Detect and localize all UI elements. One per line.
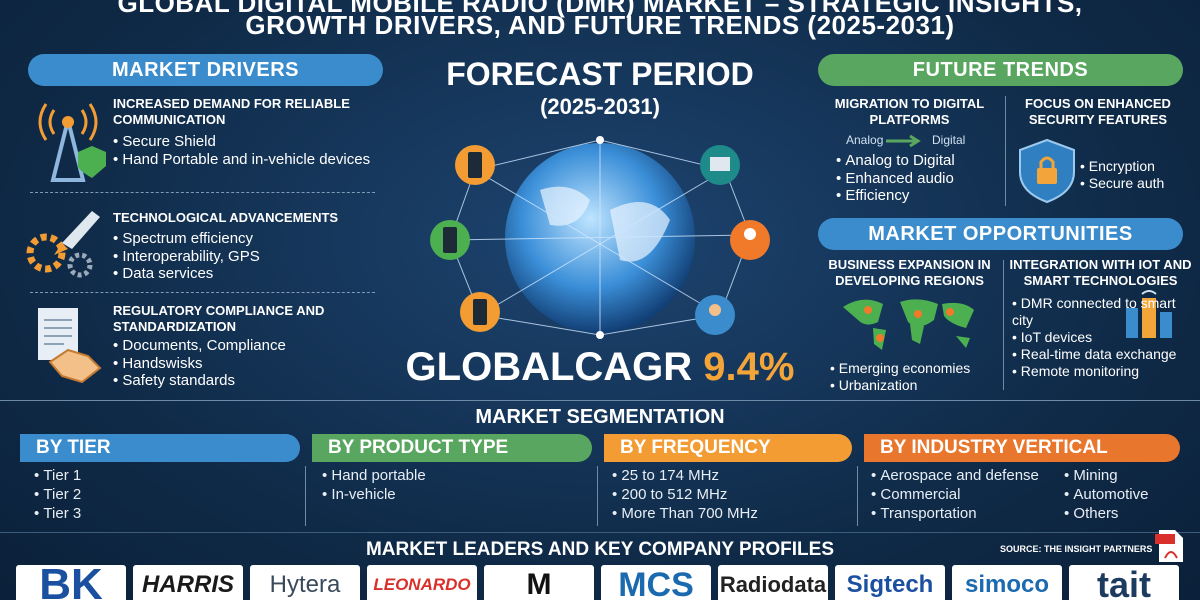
divider	[0, 400, 1200, 401]
list-item: Analog to Digital	[836, 152, 954, 170]
list-item: Tier 3	[34, 504, 81, 523]
company-logo: MCS	[601, 565, 711, 600]
list-item: Secure auth	[1080, 175, 1165, 192]
company-logo: BK	[16, 565, 126, 600]
driver-heading: REGULATORY COMPLIANCE AND STANDARDIZATIO…	[113, 303, 325, 334]
company-logo: Radiodata	[718, 565, 828, 600]
company-logo: HARRIS	[133, 565, 243, 600]
segment-heading: BY TIER	[20, 434, 300, 462]
list-item: 200 to 512 MHz	[612, 485, 758, 504]
icon-pdf	[1155, 530, 1183, 562]
icon-rocket	[26, 211, 100, 278]
company-logo: LEONARDO	[367, 565, 477, 600]
list-item: Others	[1064, 504, 1148, 523]
company-logo: tait	[1069, 565, 1179, 600]
divider	[30, 292, 375, 293]
list-item: Hand portable	[322, 466, 425, 485]
icon-compliance	[38, 308, 102, 384]
list-item: Transportation	[871, 504, 1039, 523]
driver-heading: INCREASED DEMAND FOR RELIABLE COMMUNICAT…	[113, 96, 350, 127]
section-pill: MARKET OPPORTUNITIES	[818, 218, 1183, 250]
opportunity-heading: BUSINESS EXPANSION IN DEVELOPING REGIONS	[828, 257, 991, 288]
separator	[1005, 96, 1006, 206]
icon-world-map	[843, 299, 974, 350]
list-item: Automotive	[1064, 485, 1148, 504]
cagr-label: GLOBALCAGR	[405, 345, 693, 389]
list-item: Data services	[113, 265, 260, 283]
driver-heading: TECHNOLOGICAL ADVANCEMENTS	[113, 210, 339, 225]
section-pill: FUTURE TRENDS	[818, 54, 1183, 86]
trend-heading: FOCUS ON ENHANCED SECURITY FEATURES	[1025, 96, 1171, 127]
list-item: Encryption	[1080, 158, 1164, 175]
list-item: Safety standards	[113, 372, 286, 390]
list-item: Real-time data exchange	[1012, 346, 1192, 363]
segment-list: Hand portableIn-vehicle	[322, 466, 426, 504]
divider	[0, 532, 1200, 533]
list-item: Aerospace and defense	[871, 466, 1038, 485]
list-item: More Than 700 MHz	[612, 504, 757, 523]
forecast-years: (2025-2031)	[540, 94, 660, 119]
list-item: Commercial	[871, 485, 1039, 504]
list-item: Tier 1	[34, 466, 81, 485]
segment-heading: BY PRODUCT TYPE	[312, 434, 592, 462]
digital-label: Digital	[932, 133, 966, 147]
list-item: Emerging economies	[830, 360, 971, 377]
forecast-heading: FORECAST PERIOD	[446, 56, 754, 92]
list-item: Documents, Compliance	[113, 337, 285, 355]
list-item: Hand Portable and in-vehicle devices	[113, 151, 370, 169]
segment-list: 25 to 174 MHz200 to 512 MHzMore Than 700…	[612, 466, 758, 523]
leaders-heading: MARKET LEADERS AND KEY COMPANY PROFILES	[365, 539, 834, 560]
separator	[597, 466, 598, 526]
opportunity-list: Emerging economiesUrbanization	[830, 360, 971, 394]
list-item: Secure Shield	[113, 133, 370, 151]
list-item: Enhanced audio	[836, 170, 955, 188]
separator	[305, 466, 306, 526]
segment-list: Tier 1Tier 2Tier 3	[34, 466, 81, 523]
list-item: IoT devices	[1012, 329, 1192, 346]
separator	[857, 466, 858, 526]
title-line-2: GROWTH DRIVERS, AND FUTURE TRENDS (2025-…	[245, 10, 955, 40]
list-item: Mining	[1064, 466, 1148, 485]
cagr-value: 9.4%	[703, 345, 795, 389]
segmentation-heading: MARKET SEGMENTATION	[475, 406, 725, 428]
icon-tower	[38, 103, 106, 182]
company-logo: Sigtech	[835, 565, 945, 600]
segment-list: MiningAutomotiveOthers	[1064, 466, 1148, 523]
list-item: Efficiency	[836, 187, 955, 205]
segment-heading: BY FREQUENCY	[604, 434, 852, 462]
segment-list: Aerospace and defenseCommercialTransport…	[871, 466, 1039, 523]
list-item: Tier 2	[34, 485, 81, 504]
list-item: Spectrum efficiency	[113, 230, 260, 248]
analog-label: Analog	[846, 133, 884, 147]
company-logo: Hytera	[250, 565, 360, 600]
driver-list: Secure ShieldHand Portable and in-vehicl…	[113, 133, 370, 168]
list-item: Interoperability, GPS	[113, 248, 259, 266]
title-line-1: GLOBAL DIGITAL MOBILE RADIO (DMR) MARKET…	[117, 0, 1083, 18]
trend-heading: MIGRATION TO DIGITAL PLATFORMS	[834, 96, 985, 127]
list-item: In-vehicle	[322, 485, 426, 504]
driver-list: Documents, ComplianceHandswisksSafety st…	[113, 337, 286, 390]
trend-list: EncryptionSecure auth	[1080, 158, 1165, 192]
source: SOURCE: THE INSIGHT PARTNERS	[1000, 544, 1153, 554]
opportunity-list: DMR connected to smart cityIoT devicesRe…	[1012, 295, 1192, 380]
driver-list: Spectrum efficiencyInteroperability, GPS…	[113, 230, 260, 283]
company-logo: M	[484, 565, 594, 600]
segment-heading: BY INDUSTRY VERTICAL	[864, 434, 1180, 462]
divider	[30, 192, 375, 193]
list-item: Remote monitoring	[1012, 363, 1192, 380]
cagr: GLOBALCAGR 9.4%	[400, 345, 800, 390]
list-item: Urbanization	[830, 377, 970, 394]
globe-network	[430, 136, 770, 339]
opportunity-heading: INTEGRATION WITH IOT AND SMART TECHNOLOG…	[1009, 257, 1192, 288]
separator	[1003, 260, 1004, 390]
arrow	[886, 134, 921, 148]
trend-list: Analog to DigitalEnhanced audioEfficienc…	[836, 152, 955, 205]
section-pill: MARKET DRIVERS	[28, 54, 383, 86]
list-item: 25 to 174 MHz	[612, 466, 758, 485]
list-item: DMR connected to smart city	[1012, 295, 1192, 329]
company-logo: simoco	[952, 565, 1062, 600]
icon-shield	[1019, 138, 1075, 204]
list-item: Handswisks	[113, 355, 286, 373]
